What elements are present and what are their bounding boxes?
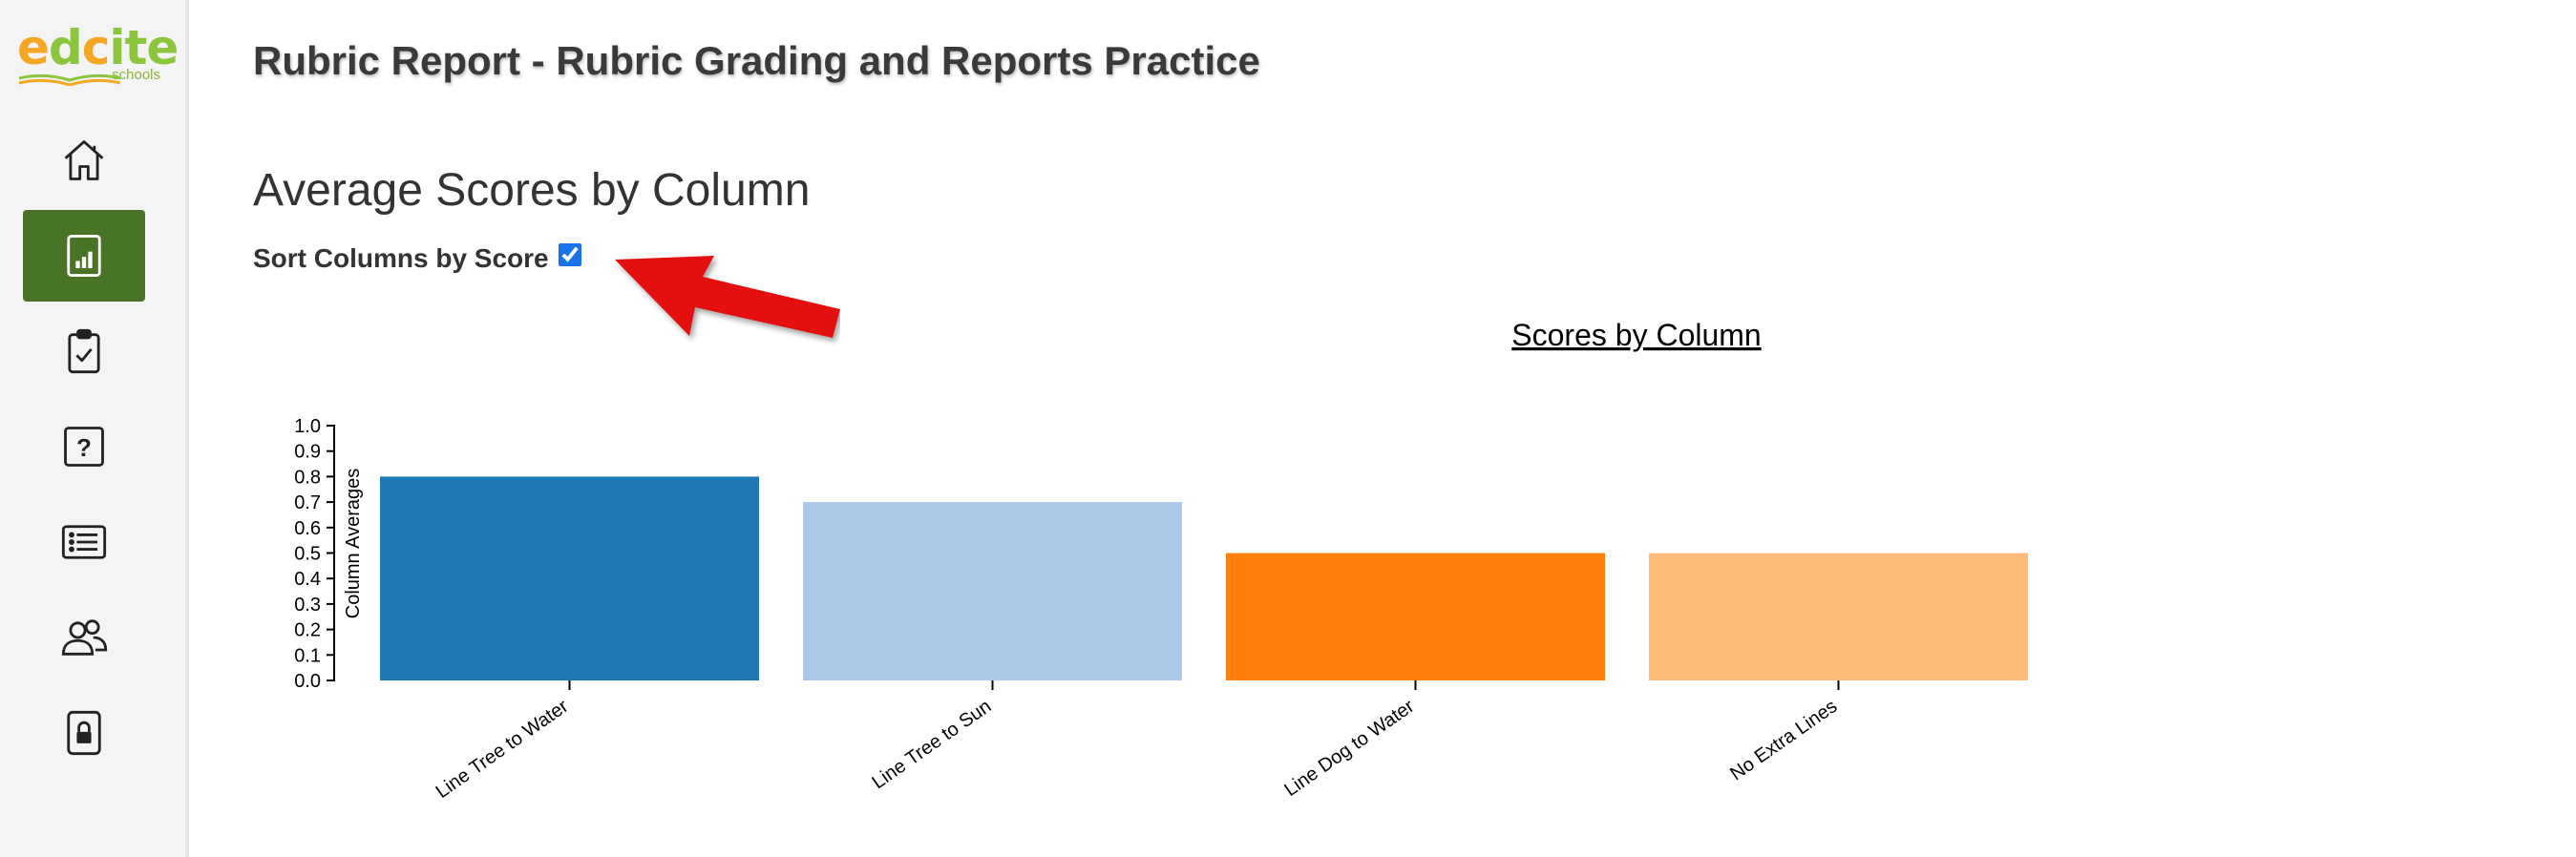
- y-tick-label: 0.9: [294, 442, 321, 463]
- y-tick-label: 0.1: [294, 645, 321, 666]
- bar: [380, 476, 759, 680]
- logo-letter: e: [146, 20, 179, 75]
- report-chart-icon: [67, 235, 101, 277]
- sidebar-item-lock[interactable]: [23, 687, 145, 779]
- logo-letter: i: [109, 20, 125, 75]
- sidebar-item-reports[interactable]: [23, 210, 145, 302]
- red-arrow-icon: [615, 256, 840, 338]
- x-axis: Line Tree to Water Line Tree to Sun Line D…: [433, 680, 1841, 803]
- y-axis: 0.0 0.1 0.2 0.3 0.4 0.5 0.6 0.7 0.8 0.9 1.0: [294, 416, 335, 692]
- x-tick-label: No Extra Lines: [1726, 696, 1841, 784]
- sidebar-item-list[interactable]: [23, 496, 145, 588]
- y-tick-label: 0.4: [294, 569, 321, 590]
- sort-columns-checkbox[interactable]: [558, 243, 581, 266]
- y-tick-label: 0.7: [294, 492, 321, 513]
- book-swoosh-icon: [18, 73, 121, 86]
- bar: [1649, 553, 2028, 680]
- bars: [380, 476, 2028, 680]
- lock-icon: [67, 710, 101, 756]
- logo-letter: e: [17, 20, 50, 75]
- chart-title: Scores by Column: [1511, 318, 1761, 352]
- sidebar-item-help[interactable]: ?: [23, 401, 145, 492]
- y-tick-label: 0.0: [294, 671, 321, 692]
- logo-letter: d: [48, 20, 83, 75]
- y-tick-label: 0.5: [294, 544, 321, 565]
- y-tick-label: 0.8: [294, 467, 321, 488]
- page-title: Rubric Report - Rubric Grading and Repor…: [253, 38, 1260, 83]
- home-icon: [64, 140, 104, 180]
- x-tick-label: Line Tree to Water: [433, 696, 573, 803]
- bar: [803, 502, 1182, 680]
- sidebar-item-users[interactable]: [23, 592, 145, 683]
- y-tick-label: 0.3: [294, 595, 321, 616]
- svg-text:?: ?: [76, 433, 92, 462]
- list-icon: [61, 525, 107, 559]
- y-tick-label: 0.6: [294, 518, 321, 539]
- sidebar: edcite schools ?: [0, 0, 189, 857]
- bar: [1226, 553, 1605, 680]
- logo-letter: t: [124, 20, 148, 75]
- logo-subtitle: schools: [112, 67, 160, 83]
- edcite-logo[interactable]: edcite schools: [17, 21, 179, 88]
- scores-by-column-chart: Scores by Column 0.00.10.20.30.40.50.60.…: [294, 318, 2028, 803]
- sidebar-item-home[interactable]: [23, 115, 145, 206]
- question-icon: ?: [64, 427, 104, 467]
- sidebar-item-assignments[interactable]: [23, 305, 145, 397]
- sort-columns-control: Sort Columns by Score: [253, 242, 581, 275]
- y-axis-label: Column Averages: [343, 469, 364, 619]
- logo-wordmark: edcite: [17, 20, 179, 75]
- y-tick-label: 1.0: [294, 416, 321, 437]
- clipboard-check-icon: [68, 328, 100, 374]
- sort-columns-label[interactable]: Sort Columns by Score: [253, 243, 549, 273]
- section-title: Average Scores by Column: [253, 165, 811, 216]
- y-tick-label: 0.2: [294, 620, 321, 641]
- x-tick-label: Line Dog to Water: [1280, 696, 1418, 801]
- x-tick-label: Line Tree to Sun: [869, 696, 996, 793]
- users-icon: [61, 619, 108, 656]
- logo-letter: c: [81, 20, 111, 75]
